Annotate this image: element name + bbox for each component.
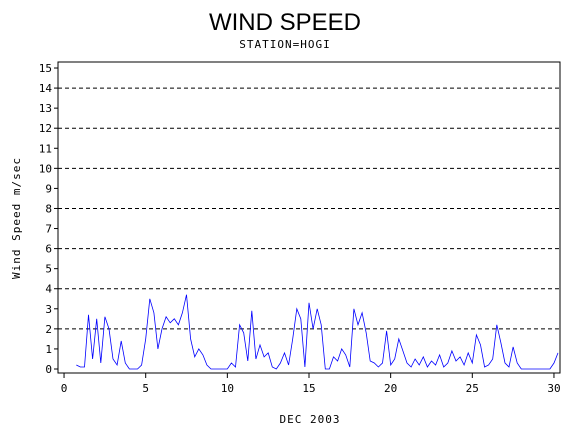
- x-tick-label: 5: [142, 382, 149, 395]
- y-tick-label: 8: [45, 202, 52, 215]
- y-tick-label: 7: [45, 223, 52, 236]
- y-tick-label: 9: [45, 182, 52, 195]
- x-tick-label: 25: [466, 382, 479, 395]
- y-tick-label: 14: [39, 82, 53, 95]
- y-tick-label: 10: [39, 162, 52, 175]
- y-tick-label: 5: [45, 263, 52, 276]
- y-tick-label: 2: [45, 323, 52, 336]
- y-tick-label: 15: [39, 62, 52, 75]
- x-tick-label: 20: [384, 382, 397, 395]
- chart-subtitle: STATION=HOGI: [239, 38, 330, 51]
- x-tick-label: 10: [221, 382, 234, 395]
- x-tick-label: 15: [302, 382, 315, 395]
- x-tick-label: 30: [547, 382, 560, 395]
- plot-frame: [57, 61, 561, 374]
- wind-speed-line: [76, 294, 559, 370]
- chart-title: WIND SPEED: [209, 9, 361, 36]
- x-axis-label: DEC 2003: [280, 413, 341, 426]
- y-tick-label: 6: [45, 243, 52, 256]
- y-tick-label: 12: [39, 122, 52, 135]
- y-tick-label: 1: [45, 343, 52, 356]
- y-tick-label: 3: [45, 303, 52, 316]
- y-tick-label: 4: [45, 283, 52, 296]
- x-tick-label: 0: [61, 382, 68, 395]
- y-tick-label: 0: [45, 363, 52, 376]
- y-tick-label: 13: [39, 102, 52, 115]
- y-tick-label: 11: [39, 142, 52, 155]
- y-axis-label: Wind Speed m/sec: [10, 157, 23, 279]
